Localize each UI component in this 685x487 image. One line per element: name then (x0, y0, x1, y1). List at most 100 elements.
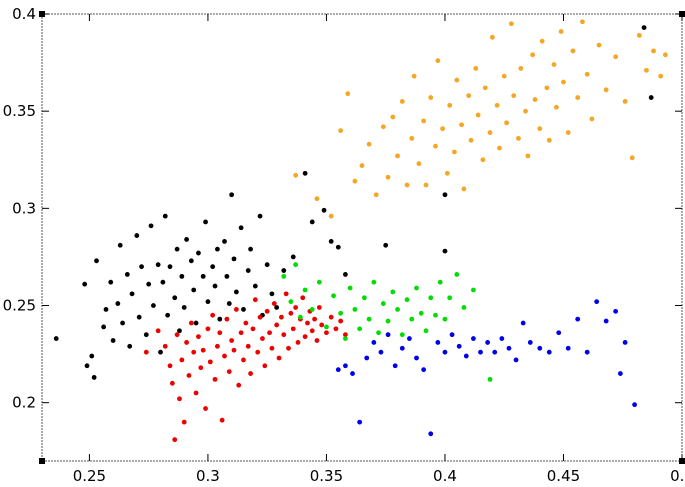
data-point (596, 42, 602, 48)
data-point (343, 332, 348, 338)
data-point (371, 279, 377, 285)
data-point (257, 213, 263, 219)
data-point (658, 73, 664, 79)
series-0 (53, 25, 654, 380)
data-point (321, 207, 327, 213)
data-point (274, 322, 280, 328)
data-point (316, 305, 322, 310)
data-point (409, 316, 415, 322)
data-point (167, 264, 173, 270)
data-point (520, 320, 526, 326)
data-point (188, 258, 194, 264)
data-point (471, 336, 476, 341)
data-point (281, 273, 287, 279)
data-point (473, 66, 479, 71)
data-point (343, 336, 348, 341)
data-point (553, 104, 559, 110)
data-point (165, 312, 171, 318)
data-point (222, 353, 227, 359)
data-point (177, 328, 182, 334)
data-point (276, 355, 282, 361)
data-point (252, 283, 258, 289)
data-point (421, 367, 427, 373)
data-point (532, 97, 538, 102)
data-point (558, 29, 564, 34)
data-point (423, 182, 429, 188)
data-point (551, 62, 557, 67)
data-point (314, 338, 320, 343)
data-point (364, 355, 370, 361)
data-point (302, 287, 308, 293)
x-tick-label: 0.45 (547, 467, 580, 485)
data-point (224, 316, 230, 322)
data-point (293, 305, 299, 310)
data-point (198, 365, 204, 371)
data-point (241, 307, 246, 312)
data-point (255, 349, 261, 355)
x-tick-label: 0.35 (310, 467, 343, 485)
data-point (399, 345, 405, 351)
data-point (537, 345, 543, 351)
data-point (433, 143, 438, 149)
data-point (561, 79, 566, 85)
data-point (350, 371, 355, 376)
data-point (148, 223, 154, 229)
data-point (335, 367, 341, 373)
data-point (233, 307, 239, 312)
data-point (390, 114, 396, 120)
data-point (295, 340, 301, 345)
data-point (215, 343, 220, 349)
data-point (485, 340, 491, 345)
data-point (428, 431, 434, 437)
data-point (231, 256, 237, 262)
data-point (516, 135, 521, 141)
data-point (257, 314, 263, 320)
data-point (328, 238, 334, 244)
data-point (233, 289, 239, 295)
data-point (494, 102, 500, 108)
data-point (250, 326, 256, 332)
data-point (288, 310, 294, 316)
data-point (423, 328, 429, 334)
data-point (103, 307, 109, 312)
data-point (193, 320, 199, 326)
data-point (482, 85, 488, 91)
data-point (471, 287, 476, 293)
data-point (94, 258, 99, 264)
data-point (238, 225, 244, 231)
data-point (335, 244, 341, 250)
data-point (399, 99, 405, 104)
data-point (101, 324, 107, 330)
data-point (271, 301, 277, 306)
data-point (575, 316, 581, 322)
x-tick-label: 0.4 (433, 467, 457, 485)
data-point (309, 307, 315, 312)
plot-frame (41, 13, 683, 462)
data-point (120, 320, 125, 326)
data-point (238, 330, 244, 336)
frame-corner-top-right (679, 11, 685, 17)
data-point (366, 141, 372, 147)
data-point (421, 118, 427, 124)
data-point (411, 73, 417, 79)
data-point (231, 347, 237, 353)
data-point (418, 310, 424, 316)
data-point (636, 32, 642, 38)
data-point (338, 128, 344, 134)
data-point (651, 48, 656, 54)
data-point (162, 343, 168, 349)
data-point (409, 135, 415, 141)
data-point (136, 314, 142, 320)
data-point (146, 281, 152, 287)
data-point (179, 357, 185, 363)
data-point (584, 349, 590, 355)
data-point (91, 375, 97, 380)
data-point (151, 303, 156, 308)
data-point (124, 272, 130, 277)
data-point (207, 359, 213, 365)
data-point (518, 66, 524, 71)
data-point (632, 402, 637, 408)
data-point (217, 316, 223, 322)
data-point (395, 153, 400, 159)
